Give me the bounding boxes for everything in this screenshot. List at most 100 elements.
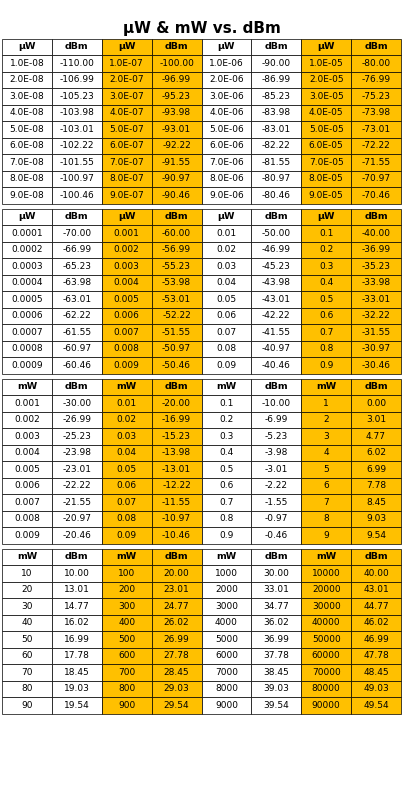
Bar	[202, 681, 251, 697]
Bar	[52, 697, 102, 714]
Bar	[351, 357, 401, 374]
Bar	[102, 187, 152, 204]
Bar	[301, 429, 351, 444]
Text: -53.98: -53.98	[162, 278, 191, 288]
Bar	[102, 478, 152, 494]
Text: 0.2: 0.2	[319, 246, 333, 254]
Bar	[202, 308, 251, 324]
Text: 3.0E-07: 3.0E-07	[109, 92, 144, 101]
Bar	[152, 494, 202, 510]
Text: 3000: 3000	[215, 602, 238, 611]
Bar	[251, 138, 301, 154]
Bar	[301, 527, 351, 544]
Text: -52.22: -52.22	[162, 312, 191, 320]
Text: dBm: dBm	[364, 382, 388, 391]
Text: 0.002: 0.002	[114, 246, 139, 254]
Bar	[52, 121, 102, 138]
Text: 0.05: 0.05	[216, 295, 237, 304]
Bar	[351, 88, 401, 105]
Bar	[2, 510, 52, 527]
Text: dBm: dBm	[165, 553, 188, 561]
Text: 8.45: 8.45	[366, 498, 386, 507]
Bar	[2, 208, 52, 225]
Text: dBm: dBm	[264, 553, 288, 561]
Bar	[351, 291, 401, 308]
Text: -60.00: -60.00	[162, 229, 191, 238]
Bar	[251, 39, 301, 55]
Bar	[102, 444, 152, 461]
Bar	[301, 615, 351, 631]
Text: -10.00: -10.00	[262, 399, 291, 408]
Text: 39.54: 39.54	[264, 701, 289, 710]
Text: 0.08: 0.08	[116, 514, 137, 523]
Bar	[52, 88, 102, 105]
Bar	[251, 664, 301, 681]
Bar	[202, 258, 251, 274]
Bar	[251, 631, 301, 648]
Bar	[52, 341, 102, 357]
Bar	[102, 681, 152, 697]
Bar	[202, 357, 251, 374]
Bar	[102, 274, 152, 291]
Text: 4.0E-06: 4.0E-06	[209, 108, 244, 118]
Bar	[202, 242, 251, 258]
Text: 0.6: 0.6	[319, 312, 333, 320]
Text: 500: 500	[118, 635, 135, 644]
Text: -90.00: -90.00	[262, 59, 291, 68]
Text: 48.45: 48.45	[363, 668, 389, 677]
Text: 7.0E-08: 7.0E-08	[10, 158, 44, 167]
Text: 80000: 80000	[312, 684, 341, 693]
Bar	[152, 510, 202, 527]
Text: -106.99: -106.99	[59, 76, 94, 84]
Text: -31.55: -31.55	[361, 328, 391, 337]
Text: -110.00: -110.00	[59, 59, 94, 68]
Bar	[2, 171, 52, 187]
Bar	[2, 308, 52, 324]
Text: dBm: dBm	[264, 42, 288, 52]
Text: μW & mW vs. dBm: μW & mW vs. dBm	[123, 21, 280, 36]
Bar	[351, 208, 401, 225]
Bar	[202, 648, 251, 664]
Text: 90: 90	[21, 701, 33, 710]
Text: 16.02: 16.02	[64, 619, 90, 627]
Text: 4.0E-07: 4.0E-07	[109, 108, 144, 118]
Bar	[152, 341, 202, 357]
Bar	[102, 664, 152, 681]
Text: 0.0003: 0.0003	[11, 262, 43, 271]
Text: mW: mW	[216, 382, 237, 391]
Text: 0.005: 0.005	[14, 465, 40, 474]
Bar	[351, 598, 401, 615]
Bar	[202, 461, 251, 478]
Text: -83.98: -83.98	[262, 108, 291, 118]
Text: dBm: dBm	[65, 42, 89, 52]
Text: 0.004: 0.004	[14, 448, 40, 457]
Bar	[301, 357, 351, 374]
Text: 0.6: 0.6	[219, 482, 234, 491]
Text: 8.0E-07: 8.0E-07	[109, 174, 144, 184]
Bar	[202, 225, 251, 242]
Text: -26.99: -26.99	[62, 416, 91, 425]
Bar	[152, 324, 202, 341]
Bar	[102, 565, 152, 582]
Text: 800: 800	[118, 684, 135, 693]
Text: 0.001: 0.001	[114, 229, 139, 238]
Bar	[301, 461, 351, 478]
Text: -65.23: -65.23	[62, 262, 91, 271]
Text: 0.1: 0.1	[219, 399, 234, 408]
Bar	[351, 582, 401, 598]
Bar	[301, 582, 351, 598]
Bar	[52, 461, 102, 478]
Text: 0.009: 0.009	[114, 361, 139, 370]
Text: -91.55: -91.55	[162, 158, 191, 167]
Bar	[202, 138, 251, 154]
Bar	[351, 615, 401, 631]
Text: 0.07: 0.07	[216, 328, 237, 337]
Bar	[251, 171, 301, 187]
Text: 0.009: 0.009	[14, 531, 40, 540]
Text: 23.01: 23.01	[164, 585, 189, 595]
Bar	[251, 565, 301, 582]
Text: -10.97: -10.97	[162, 514, 191, 523]
Bar	[2, 378, 52, 395]
Bar	[2, 225, 52, 242]
Text: 0.5: 0.5	[319, 295, 333, 304]
